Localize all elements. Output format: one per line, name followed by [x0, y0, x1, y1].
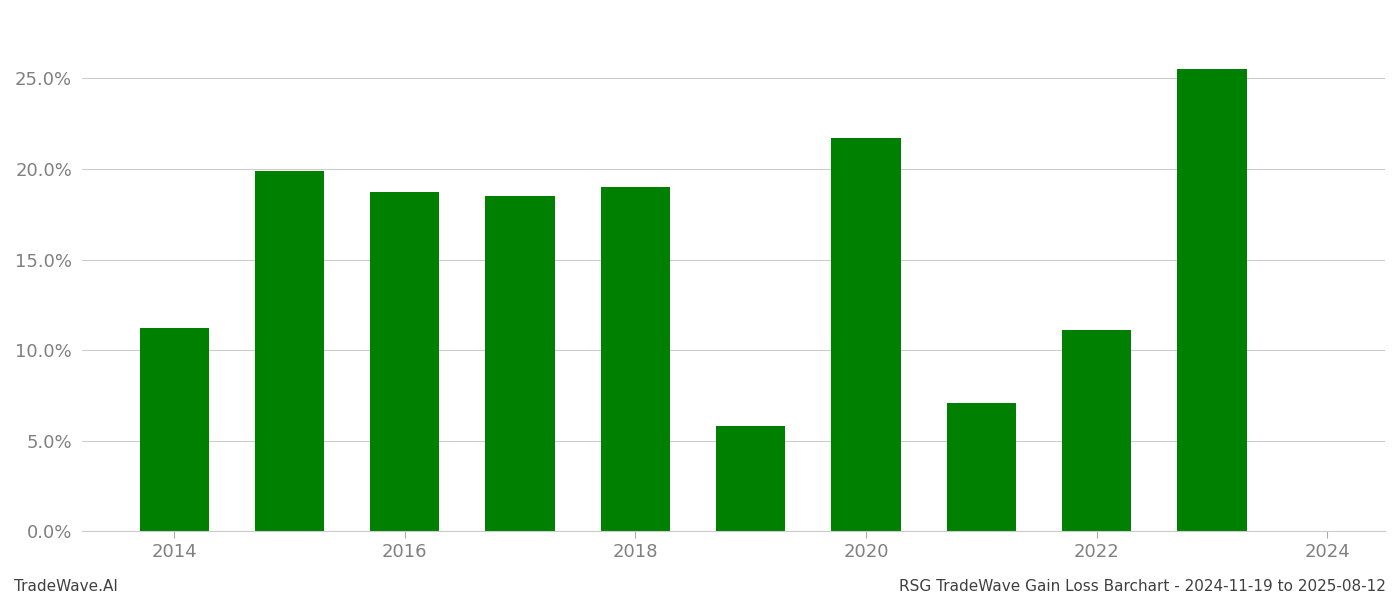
Bar [140, 328, 209, 531]
Bar [601, 187, 671, 531]
Bar [255, 171, 323, 531]
Bar [717, 426, 785, 531]
Bar [1177, 70, 1246, 531]
Bar [946, 403, 1016, 531]
Bar [486, 196, 554, 531]
Text: RSG TradeWave Gain Loss Barchart - 2024-11-19 to 2025-08-12: RSG TradeWave Gain Loss Barchart - 2024-… [899, 579, 1386, 594]
Bar [832, 138, 900, 531]
Bar [370, 193, 440, 531]
Text: TradeWave.AI: TradeWave.AI [14, 579, 118, 594]
Bar [1063, 330, 1131, 531]
